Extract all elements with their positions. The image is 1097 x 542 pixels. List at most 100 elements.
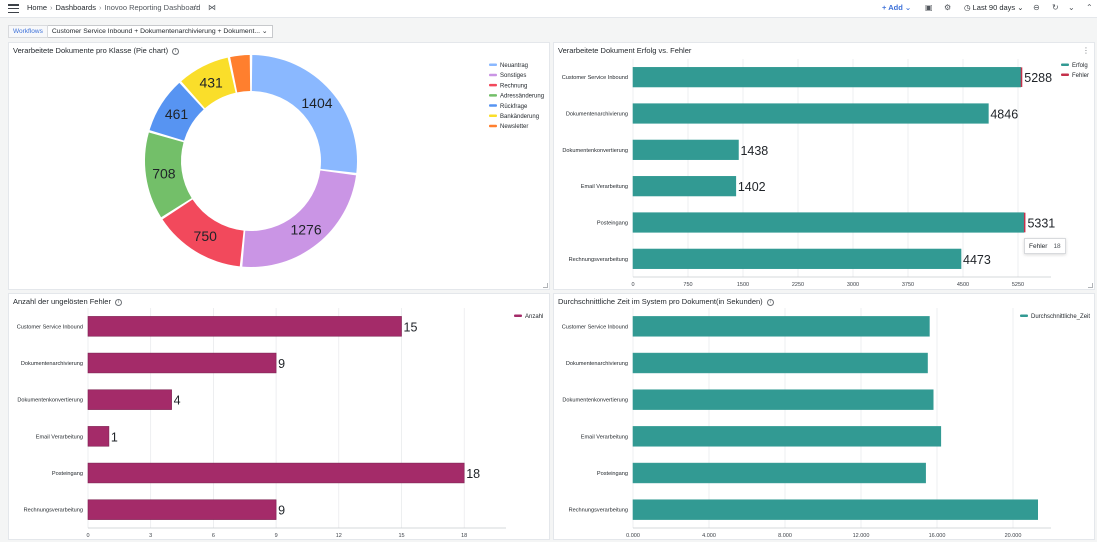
bar-anzahl	[87, 389, 172, 410]
bar-anzahl	[87, 462, 465, 484]
pie-slice-rechnung	[162, 199, 244, 267]
y-category-label: Dokumentenkonvertierung	[562, 148, 628, 154]
bar-erfolg	[632, 139, 739, 160]
y-category-label: Dokumentenarchivierung	[566, 112, 628, 118]
x-tick-label: 16.000	[929, 533, 946, 539]
info-icon[interactable]: i	[172, 47, 180, 55]
legend-swatch	[489, 63, 497, 66]
bar-durchschnittliche-zeit	[632, 316, 930, 337]
legend-item: Newsletter	[500, 124, 528, 130]
x-tick-label: 0	[631, 282, 634, 288]
collapse-icon[interactable]: ⌃	[1086, 3, 1093, 12]
bar-value-label: 1438	[740, 144, 768, 158]
bar-value-label: 9	[278, 504, 285, 518]
chevron-down-icon[interactable]: ⌄	[1068, 3, 1075, 12]
pie-slice-bankanderung	[181, 57, 236, 109]
legend-item: Sonstiges	[500, 73, 526, 79]
bar-value-label: 1	[111, 430, 118, 444]
pie-slice-ruckfrage	[149, 82, 204, 141]
top-navigation-bar: Home › Dashboards › Inovoo Reporting Dashboa…	[0, 0, 1097, 18]
y-category-label: Rechnungsverarbeitung	[569, 508, 628, 514]
y-category-label: Posteingang	[52, 471, 83, 477]
panel-title: Verarbeitete Dokument Erfolg vs. Fehler	[558, 46, 691, 55]
pie-slice-newsletter	[230, 55, 251, 93]
chevron-down-icon: ⌄	[1017, 3, 1024, 12]
bar-durchschnittliche-zeit	[632, 389, 934, 410]
breadcrumb-current: Inovoo Reporting Dashboard	[104, 3, 201, 12]
chevron-right-icon: ›	[98, 3, 102, 12]
refresh-icon[interactable]: ↻	[1052, 3, 1059, 12]
pie-slice-adressanderung	[145, 132, 192, 218]
bar-value-label: 1402	[738, 180, 766, 194]
legend-swatch	[1061, 63, 1069, 66]
panel-title: Anzahl der ungelösten Fehler i	[13, 297, 122, 306]
panel-title-text: Durchschnittliche Zeit im System pro Dok…	[558, 297, 763, 306]
clock-icon: ◷	[964, 3, 971, 12]
resize-handle[interactable]	[543, 283, 548, 288]
y-category-label: Email Verarbeitung	[36, 434, 83, 440]
bar-durchschnittliche-zeit	[632, 426, 942, 447]
tooltip-label: Fehler	[1029, 243, 1048, 250]
y-category-label: Posteingang	[597, 221, 628, 227]
variable-label: Workflows	[8, 25, 48, 38]
y-category-label: Posteingang	[597, 471, 628, 477]
legend-swatch	[1020, 314, 1028, 317]
x-tick-label: 15	[398, 533, 404, 539]
star-icon[interactable]: ☆	[192, 3, 200, 12]
pie-slice-neuantrag	[251, 55, 357, 173]
pie-chart-panel: Verarbeitete Dokumente pro Klasse (Pie c…	[8, 42, 550, 290]
panel-title-text: Verarbeitete Dokumente pro Klasse (Pie c…	[13, 46, 169, 55]
breadcrumb-home[interactable]: Home	[27, 3, 48, 12]
legend-swatch	[489, 73, 497, 77]
panel-title: Verarbeitete Dokumente pro Klasse (Pie c…	[13, 46, 180, 55]
chevron-down-icon: ⌄	[261, 28, 268, 35]
success-error-chart: 0 750 1500 2250 3000 3750 4500 5250 Customer Ser…	[562, 59, 1089, 288]
legend-item: Bankänderung	[500, 114, 539, 120]
save-icon[interactable]: ▣	[925, 3, 933, 12]
chart-tooltip: Fehler 18	[1024, 238, 1066, 254]
breadcrumb-dashboards[interactable]: Dashboards	[55, 3, 96, 12]
zoom-out-icon[interactable]: ⊖	[1033, 3, 1040, 12]
info-icon[interactable]: i	[766, 298, 774, 306]
legend-item: Anzahl	[525, 314, 543, 320]
x-tick-label: 3750	[902, 282, 914, 288]
bar-value-label: 5288	[1024, 71, 1052, 85]
success-error-panel: Verarbeitete Dokument Erfolg vs. Fehler …	[553, 42, 1095, 290]
share-icon[interactable]: ⋈	[208, 3, 216, 12]
x-tick-label: 6	[212, 533, 215, 539]
pie-slice-label: 461	[165, 106, 189, 122]
pie-slice-label: 708	[152, 166, 176, 182]
x-tick-label: 20.000	[1005, 533, 1022, 539]
unresolved-errors-panel: Anzahl der ungelösten Fehler i 0 3 6 9 12 15 18…	[8, 293, 550, 540]
x-tick-label: 3	[149, 533, 152, 539]
bar-fehler	[1020, 67, 1023, 87]
legend-swatch	[489, 83, 497, 87]
chevron-down-icon: ⌄	[904, 3, 912, 12]
gear-icon[interactable]: ⚙	[944, 3, 952, 12]
more-options-icon[interactable]: ⋮	[1082, 46, 1090, 55]
resize-handle[interactable]	[1088, 283, 1093, 288]
add-button[interactable]: + Add ⌄	[882, 3, 911, 12]
time-range-picker[interactable]: ◷ Last 90 days ⌄	[964, 3, 1024, 12]
legend-item: Rechnung	[500, 83, 527, 89]
y-category-label: Customer Service Inbound	[562, 75, 628, 81]
variable-bar: Workflows Customer Service Inbound + Dok…	[8, 25, 273, 38]
menu-icon[interactable]	[8, 4, 19, 14]
y-category-label: Dokumentenkonvertierung	[562, 398, 628, 404]
plus-icon: +	[882, 3, 887, 12]
y-category-label: Rechnungsverarbeitung	[24, 508, 83, 514]
bar-value-label: 4846	[990, 108, 1018, 122]
y-category-label: Dokumentenkonvertierung	[17, 398, 83, 404]
x-tick-label: 12	[336, 533, 342, 539]
panel-title-text: Anzahl der ungelösten Fehler	[13, 297, 111, 306]
workflows-select[interactable]: Customer Service Inbound + Dokumentenarc…	[47, 25, 273, 38]
pie-slice-label: 431	[199, 75, 223, 91]
legend-item: Erfolg	[1072, 63, 1088, 69]
pie-slice-label: 1276	[290, 222, 321, 238]
info-icon[interactable]: i	[114, 298, 122, 306]
panel-title: Durchschnittliche Zeit im System pro Dok…	[558, 297, 774, 306]
y-category-label: Dokumentenarchivierung	[566, 361, 628, 367]
x-tick-label: 0.000	[626, 533, 640, 539]
x-tick-label: 4.000	[702, 533, 716, 539]
x-tick-label: 2250	[792, 282, 804, 288]
